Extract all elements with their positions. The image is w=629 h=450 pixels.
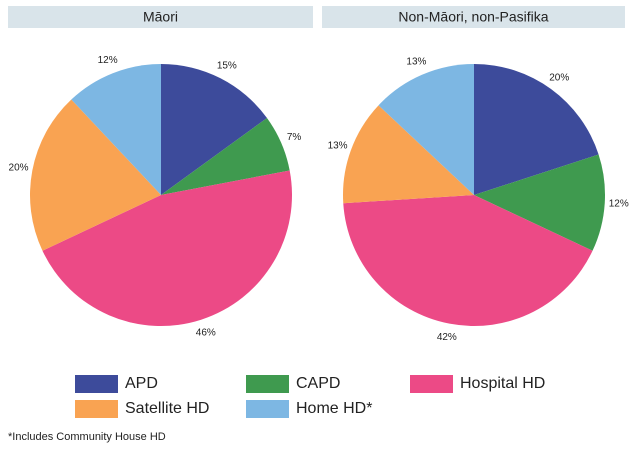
slice-label: 12% — [98, 55, 118, 66]
legend-label: Hospital HD — [460, 375, 545, 392]
slice-label: 20% — [9, 162, 29, 173]
panel-title: Māori — [143, 9, 178, 25]
legend-label: APD — [125, 375, 158, 392]
slice-label: 46% — [196, 328, 216, 339]
slice-label: 13% — [406, 57, 426, 68]
pie-slice — [161, 118, 290, 195]
legend-label: Satellite HD — [125, 400, 209, 417]
pie-slice — [161, 64, 267, 195]
legend-swatch — [410, 375, 453, 393]
pie-slice — [42, 170, 293, 326]
pie-slice — [474, 64, 599, 195]
panel-header — [8, 6, 313, 28]
legend-label: CAPD — [296, 375, 340, 392]
panel-header — [322, 6, 625, 28]
legend-swatch — [75, 375, 118, 393]
legend-label: Home HD* — [296, 400, 372, 417]
slice-label: 12% — [609, 199, 629, 210]
slice-label: 42% — [437, 332, 457, 343]
pie-slice — [30, 99, 162, 251]
legend-swatch — [75, 400, 118, 418]
pie-slice — [342, 105, 474, 204]
footnote: *Includes Community House HD — [8, 431, 166, 443]
legend-swatch — [246, 400, 289, 418]
pie-slice — [474, 154, 605, 251]
pie-slice — [378, 64, 474, 195]
slice-label: 15% — [217, 60, 237, 71]
panel-title: Non-Māori, non-Pasifika — [398, 9, 548, 25]
legend-swatch — [246, 375, 289, 393]
slice-label: 13% — [328, 141, 348, 152]
pie-slice — [71, 64, 161, 195]
slice-label: 7% — [287, 132, 302, 143]
pie-slice — [343, 195, 593, 326]
slice-label: 20% — [549, 72, 569, 83]
